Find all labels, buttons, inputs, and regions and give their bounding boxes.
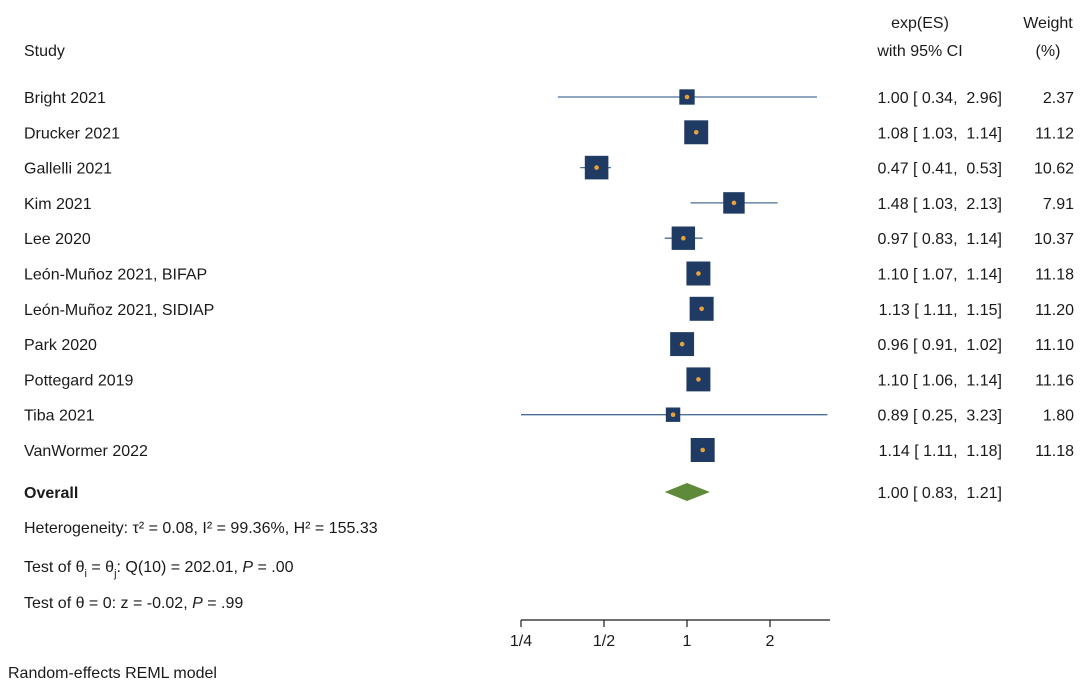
study-name: Lee 2020 xyxy=(24,231,91,248)
study-name: León-Muñoz 2021, SIDIAP xyxy=(24,302,214,319)
ci-value: 1.10 [ 1.06, 1.14] xyxy=(877,372,1002,389)
study-name: Pottegard 2019 xyxy=(24,372,134,389)
weight-value: 2.37 xyxy=(1043,90,1074,107)
study-name: Park 2020 xyxy=(24,337,97,354)
overall-label: Overall xyxy=(24,485,78,502)
study-row: Lee 2020 0.97 [ 0.83, 1.14] 10.37 xyxy=(24,226,1074,250)
weight-value: 11.18 xyxy=(1035,267,1074,284)
study-name: Gallelli 2021 xyxy=(24,161,112,178)
homogeneity-prefix: Test of θ xyxy=(24,559,85,576)
study-name: Drucker 2021 xyxy=(24,125,120,142)
ci-value: 1.10 [ 1.07, 1.14] xyxy=(877,267,1002,284)
weight-header-line2: (%) xyxy=(1036,43,1061,60)
weight-value: 11.12 xyxy=(1035,125,1074,142)
x-tick-label: 1/2 xyxy=(593,633,615,650)
study-row: Kim 2021 1.48 [ 1.03, 2.13] 7.91 xyxy=(24,192,1074,214)
point-estimate xyxy=(594,165,599,170)
homogeneity-test-text: Test of θi = θj: Q(10) = 202.01, P = .00 xyxy=(24,559,294,580)
x-tick-label: 1/4 xyxy=(510,633,532,650)
effect-p-value: = .99 xyxy=(203,595,244,612)
study-row: Pottegard 2019 1.10 [ 1.06, 1.14] 11.16 xyxy=(24,367,1074,392)
overall-diamond xyxy=(664,483,710,501)
effect-p-label: P xyxy=(192,595,203,612)
study-row: Drucker 2021 1.08 [ 1.03, 1.14] 11.12 xyxy=(24,120,1074,145)
homogeneity-rest: : Q(10) = 202.01, xyxy=(117,559,243,576)
study-row: Bright 2021 1.00 [ 0.34, 2.96] 2.37 xyxy=(24,89,1074,107)
point-estimate xyxy=(731,200,737,206)
study-name: VanWormer 2022 xyxy=(24,443,148,460)
ci-value: 0.96 [ 0.91, 1.02] xyxy=(877,337,1002,354)
ci-value: 0.97 [ 0.83, 1.14] xyxy=(877,231,1002,248)
weight-value: 10.37 xyxy=(1034,231,1074,248)
point-estimate xyxy=(679,341,685,347)
point-estimate xyxy=(696,271,701,276)
weight-value: 11.10 xyxy=(1035,337,1074,354)
ci-value: 1.48 [ 1.03, 2.13] xyxy=(877,196,1002,213)
overall-ci-value: 1.00 [ 0.83, 1.21] xyxy=(877,485,1002,502)
point-estimate xyxy=(681,235,686,241)
study-name: Tiba 2021 xyxy=(24,408,95,425)
homogeneity-sub-j: j xyxy=(113,568,116,580)
ci-value: 0.89 [ 0.25, 3.23] xyxy=(877,408,1002,425)
ci-value: 0.47 [ 0.41, 0.53] xyxy=(877,161,1002,178)
x-axis: 1/4 1/2 1 2 xyxy=(510,619,830,650)
study-row: Park 2020 0.96 [ 0.91, 1.02] 11.10 xyxy=(24,332,1074,357)
effect-prefix: Test of θ = 0: z = -0.02, xyxy=(24,595,192,612)
point-estimate xyxy=(696,377,701,382)
homogeneity-mid: = θ xyxy=(87,559,114,576)
weight-value: 11.18 xyxy=(1035,443,1074,460)
study-row: VanWormer 2022 1.14 [ 1.11, 1.18] 11.18 xyxy=(24,438,1074,462)
weight-value: 1.80 xyxy=(1043,408,1074,425)
overall-row: Overall 1.00 [ 0.83, 1.21] xyxy=(24,483,1002,502)
study-header: Study xyxy=(24,43,65,60)
effect-test-text: Test of θ = 0: z = -0.02, P = .99 xyxy=(24,595,243,612)
study-row: León-Muñoz 2021, SIDIAP 1.13 [ 1.11, 1.15… xyxy=(24,296,1074,321)
point-estimate xyxy=(699,306,704,312)
x-tick-label: 1 xyxy=(683,633,692,650)
homogeneity-sub-i: i xyxy=(84,568,86,580)
ci-value: 1.00 [ 0.34, 2.96] xyxy=(877,90,1002,107)
point-estimate xyxy=(670,412,676,418)
es-header-line2: with 95% CI xyxy=(876,43,962,60)
model-footnote: Random-effects REML model xyxy=(8,665,217,682)
study-rows: Bright 2021 1.00 [ 0.34, 2.96] 2.37 Drucker… xyxy=(24,89,1074,462)
point-estimate xyxy=(684,94,690,100)
study-name: Kim 2021 xyxy=(24,196,92,213)
weight-header-line1: Weight xyxy=(1023,15,1073,32)
point-estimate xyxy=(693,130,699,135)
x-tick-label: 2 xyxy=(766,633,775,650)
ci-value: 1.08 [ 1.03, 1.14] xyxy=(877,125,1002,142)
weight-value: 7.91 xyxy=(1043,196,1074,213)
study-row: Gallelli 2021 0.47 [ 0.41, 0.53] 10.62 xyxy=(24,155,1074,180)
homogeneity-p-value: = .00 xyxy=(253,559,294,576)
es-header-line1: exp(ES) xyxy=(891,15,949,32)
study-row: León-Muñoz 2021, BIFAP 1.10 [ 1.07, 1.14]… xyxy=(24,261,1074,286)
homogeneity-p-label: P xyxy=(242,559,253,576)
weight-value: 10.62 xyxy=(1034,161,1074,178)
ci-value: 1.14 [ 1.11, 1.18] xyxy=(879,443,1002,460)
study-name: Bright 2021 xyxy=(24,90,106,107)
weight-value: 11.20 xyxy=(1035,302,1074,319)
weight-value: 11.16 xyxy=(1035,372,1074,389)
study-name: León-Muñoz 2021, BIFAP xyxy=(24,267,207,284)
study-row: Tiba 2021 0.89 [ 0.25, 3.23] 1.80 xyxy=(24,407,1074,425)
ci-value: 1.13 [ 1.11, 1.15] xyxy=(879,302,1002,319)
point-estimate xyxy=(700,447,705,453)
heterogeneity-text: Heterogeneity: τ² = 0.08, I² = 99.36%, H… xyxy=(24,520,378,537)
